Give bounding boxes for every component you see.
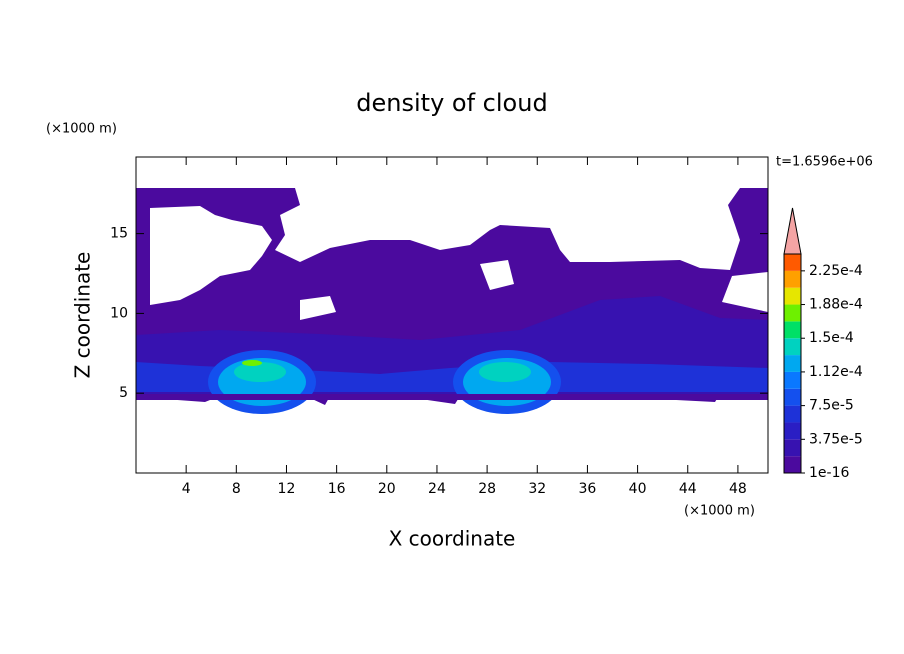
- x-axis-label: X coordinate: [389, 527, 516, 551]
- x-tick-label: 44: [679, 481, 697, 497]
- contour-region: [479, 362, 531, 382]
- contour-region: [242, 360, 262, 366]
- y-axis-label: Z coordinate: [71, 252, 95, 379]
- colorbar-tick-label: 2.25e-4: [809, 263, 863, 279]
- contour-hole: [300, 296, 336, 320]
- y-tick-label: 15: [110, 226, 128, 242]
- contour-hole: [722, 272, 768, 312]
- colorbar-band: [784, 304, 801, 322]
- contour-hole: [150, 206, 272, 305]
- colorbar-band: [784, 287, 801, 305]
- colorbar-band: [784, 422, 801, 440]
- x-tick-label: 28: [478, 481, 496, 497]
- colorbar-band: [784, 439, 801, 457]
- colorbar-tick-label: 1e-16: [809, 465, 849, 481]
- colorbar-band: [784, 405, 801, 423]
- colorbar-band: [784, 338, 801, 356]
- contour-hole: [480, 260, 514, 290]
- colorbar-tick-label: 3.75e-5: [809, 431, 863, 447]
- x-tick-label: 36: [579, 481, 597, 497]
- colorbar-band: [784, 388, 801, 406]
- x-tick-label: 40: [629, 481, 647, 497]
- colorbar-tick-label: 1.88e-4: [809, 297, 863, 313]
- colorbar-extend: [783, 207, 802, 255]
- x-tick-label: 20: [378, 481, 396, 497]
- contour-region: [136, 394, 768, 400]
- x-tick-label: 4: [182, 481, 191, 497]
- colorbar-band: [784, 321, 801, 339]
- time-label: t=1.6596e+06: [776, 155, 873, 170]
- chart-title: density of cloud: [356, 89, 547, 117]
- x-tick-label: 24: [428, 481, 446, 497]
- colorbar-band: [784, 371, 801, 389]
- colorbar-tick-label: 1.12e-4: [809, 364, 863, 380]
- x-tick-label: 8: [232, 481, 241, 497]
- y-tick-label: 5: [119, 385, 128, 401]
- colorbar-band: [784, 456, 801, 473]
- contour-field: [136, 188, 768, 414]
- x-tick-label: 32: [528, 481, 546, 497]
- x-unit: (×1000 m): [684, 504, 755, 519]
- colorbar-band: [784, 254, 801, 271]
- x-tick-label: 48: [729, 481, 747, 497]
- colorbar-tick-label: 7.5e-5: [809, 398, 854, 414]
- x-tick-label: 12: [278, 481, 296, 497]
- x-tick-label: 16: [328, 481, 346, 497]
- y-unit: (×1000 m): [46, 122, 117, 137]
- colorbar-tick-label: 1.5e-4: [809, 330, 854, 346]
- contour-region: [234, 362, 286, 382]
- colorbar-band: [784, 270, 801, 288]
- y-tick-label: 10: [110, 305, 128, 321]
- colorbar-band: [784, 355, 801, 372]
- plot-frame: [135, 156, 769, 474]
